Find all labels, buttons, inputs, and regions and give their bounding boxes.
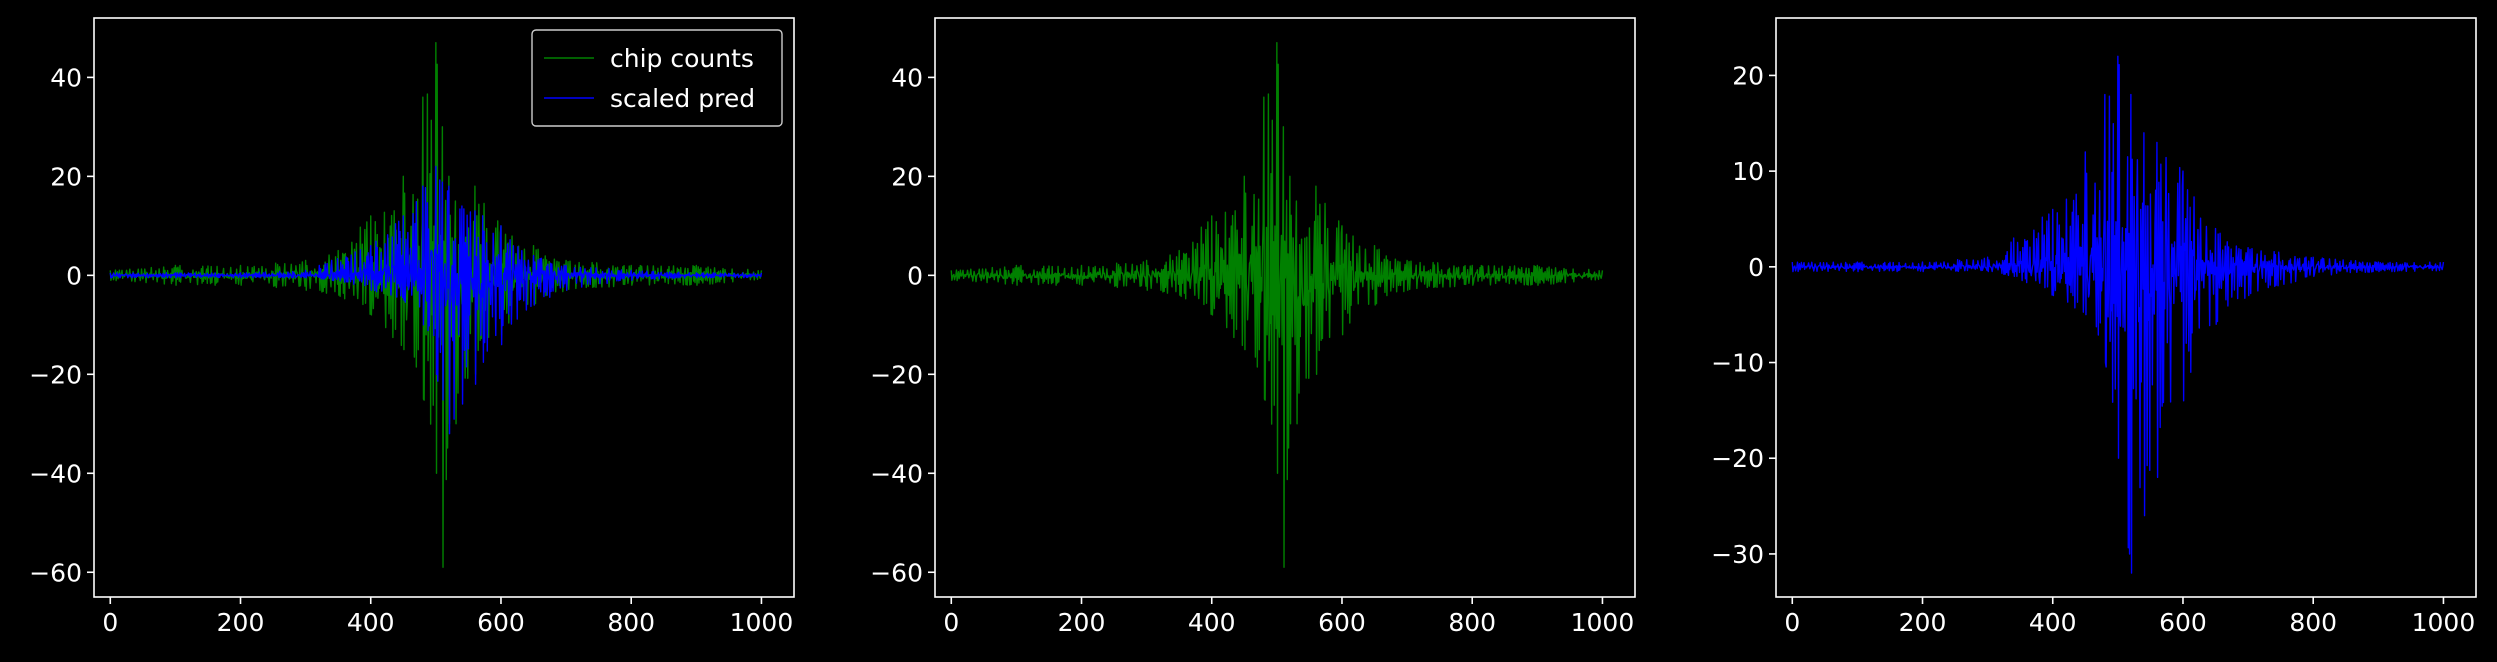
axes-frame [1775, 17, 2477, 598]
x-tick-label: 0 [102, 608, 118, 637]
x-tick-label: 200 [217, 608, 265, 637]
y-tick-label: 0 [66, 261, 82, 290]
x-tick-label: 200 [1899, 608, 1947, 637]
series-line-scaled-pred [109, 165, 763, 435]
x-tick-label: 400 [347, 608, 395, 637]
legend-label-chip-counts: chip counts [610, 44, 754, 73]
x-tick-label: 200 [1058, 608, 1106, 637]
x-tick-label: 0 [943, 608, 959, 637]
x-tick-label: 1000 [2412, 608, 2476, 637]
legend-label-scaled-pred: scaled pred [610, 84, 755, 113]
x-tick-label: 800 [1448, 608, 1496, 637]
legend: chip counts scaled pred [531, 29, 783, 127]
y-tick-label: 20 [50, 162, 82, 191]
y-tick-label: 0 [907, 261, 923, 290]
x-tick-label: 800 [2289, 608, 2337, 637]
x-tick-label: 400 [1188, 608, 1236, 637]
axes-frame [93, 17, 795, 598]
x-tick-label: 400 [2029, 608, 2077, 637]
x-tick-label: 0 [1784, 608, 1800, 637]
y-tick-label: −20 [870, 360, 923, 389]
y-tick-label: −20 [29, 360, 82, 389]
y-tick-label: 0 [1748, 253, 1764, 282]
series-group [109, 42, 763, 569]
x-tick-label: 600 [477, 608, 525, 637]
series-line-series-1 [1791, 55, 2445, 574]
y-tick-label: −20 [1711, 444, 1764, 473]
series-group [950, 42, 1604, 569]
chart-panel-middle: 0 200 400 600 800 1000 −60 −40 −20 0 20 40 [870, 17, 1636, 637]
y-tick-label: 40 [50, 63, 82, 92]
y-tick-label: −60 [29, 558, 82, 587]
axes-frame [934, 17, 1636, 598]
x-tick-label: 1000 [1571, 608, 1635, 637]
y-tick-label: −40 [870, 459, 923, 488]
y-tick-label: −30 [1711, 540, 1764, 569]
y-tick-label: −40 [29, 459, 82, 488]
y-tick-label: 40 [891, 63, 923, 92]
y-tick-label: 20 [1732, 61, 1764, 90]
series-line-series-1 [950, 42, 1604, 569]
y-tick-label: −60 [870, 558, 923, 587]
y-tick-label: 10 [1732, 157, 1764, 186]
y-tick-label: −10 [1711, 349, 1764, 378]
x-tick-label: 600 [2159, 608, 2207, 637]
series-group [1791, 55, 2445, 574]
y-tick-label: 20 [891, 162, 923, 191]
chart-panel-left: 0 200 400 600 800 1000 −60 −40 −20 0 20 40 chip coun… [29, 17, 795, 637]
x-tick-label: 800 [607, 608, 655, 637]
x-tick-label: 1000 [730, 608, 794, 637]
chart-panel-right: 0 200 400 600 800 1000 −30 −20 −10 0 10 20 [1711, 17, 2477, 637]
x-tick-label: 600 [1318, 608, 1366, 637]
legend-frame [531, 29, 783, 127]
